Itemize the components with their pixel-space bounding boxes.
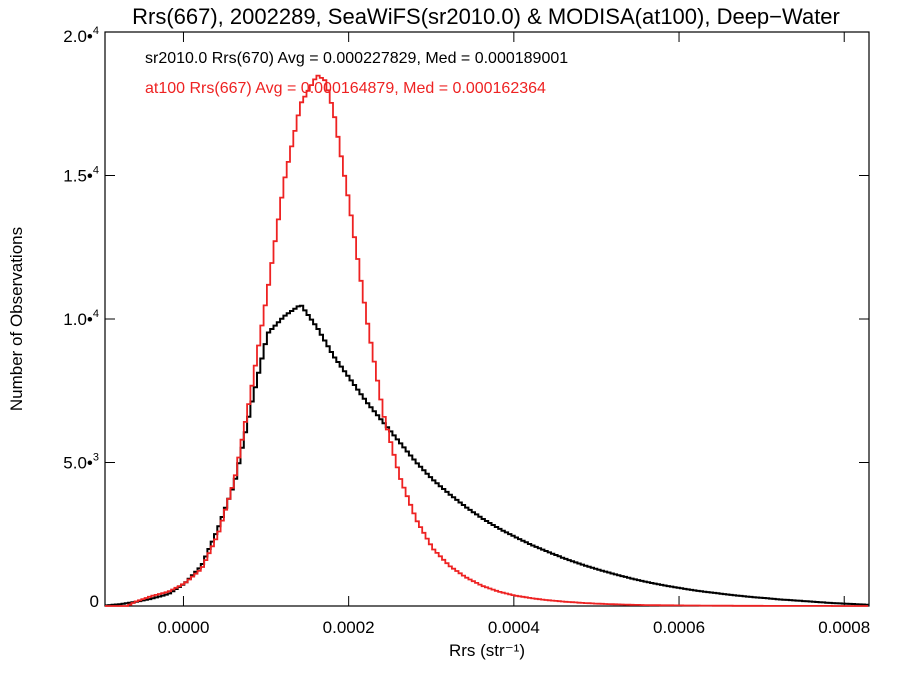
- series-layer: [105, 74, 870, 607]
- y-tick-label: 1.0•4: [63, 308, 99, 329]
- series-stat-label-black: sr2010.0 Rrs(670) Avg = 0.000227829, Med…: [145, 50, 568, 67]
- y-tick-label: 0: [90, 592, 99, 611]
- y-tick-label: 5.0•3: [63, 452, 99, 473]
- series-stat-label-red: at100 Rrs(667) Avg = 0.000164879, Med = …: [145, 80, 546, 97]
- x-tick-label: 0.0008: [818, 618, 870, 637]
- x-tick-label: 0.0004: [488, 618, 540, 637]
- y-axis-label: Number of Observations: [7, 227, 26, 411]
- y-tick-label: 1.5•4: [63, 165, 99, 186]
- series-line-sr2010: [105, 304, 870, 607]
- chart-title: Rrs(667), 2002289, SeaWiFS(sr2010.0) & M…: [132, 4, 840, 29]
- x-tick-label: 0.0000: [157, 618, 209, 637]
- axis-ticks: 0.0000 0.0002 0.0004 0.0006 0.0008 0 5.0•3 1.0•…: [63, 25, 870, 637]
- x-tick-label: 0.0002: [323, 618, 375, 637]
- x-tick-label: 0.0006: [653, 618, 705, 637]
- series-line-at100: [105, 74, 869, 607]
- x-axis-label: Rrs (str⁻¹): [449, 641, 525, 660]
- y-tick-label: 2.0•4: [63, 25, 99, 46]
